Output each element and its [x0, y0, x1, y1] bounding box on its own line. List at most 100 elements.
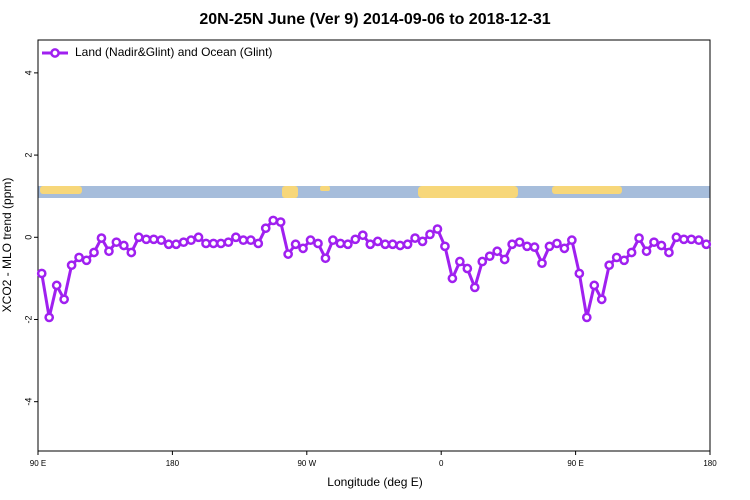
data-point [656, 240, 667, 251]
data-point [133, 232, 144, 243]
data-point [335, 238, 346, 249]
data-point [440, 241, 450, 252]
legend-marker [50, 48, 60, 58]
data-point [701, 239, 712, 250]
data-point [641, 246, 652, 257]
data-point [89, 247, 99, 258]
data-point [596, 294, 607, 305]
x-tick-label: 180 [166, 459, 180, 468]
data-point [499, 254, 510, 265]
x-tick-label: 90 E [567, 459, 583, 468]
y-tick-label: -2 [23, 315, 33, 323]
y-tick-label: -4 [23, 398, 33, 406]
data-point [581, 312, 592, 323]
data-point [589, 280, 600, 291]
data-point [372, 236, 383, 247]
land [40, 186, 82, 194]
data-point [649, 237, 659, 248]
x-tick-label: 90 W [297, 459, 316, 468]
data-point [260, 223, 271, 234]
y-tick-label: 4 [23, 70, 33, 75]
data-point [679, 234, 689, 245]
data-point [522, 241, 532, 252]
data-point [275, 217, 286, 227]
data-point [104, 246, 114, 257]
data-point [686, 234, 697, 245]
data-point [469, 282, 480, 293]
map-strip [38, 186, 710, 198]
data-point [186, 235, 196, 246]
data-point [208, 238, 219, 249]
data-point [462, 263, 473, 274]
data-point [477, 256, 488, 267]
data-point [693, 235, 704, 246]
data-point [514, 237, 525, 248]
data-point [156, 235, 167, 246]
data-point [604, 260, 615, 271]
data-point [402, 239, 413, 250]
data-point [559, 243, 570, 254]
data-point [619, 255, 629, 266]
data-point [126, 247, 137, 258]
data-point [343, 239, 353, 250]
data-point [320, 253, 331, 264]
data-point [223, 237, 234, 248]
data-point [59, 294, 69, 305]
x-tick-label: 90 E [30, 459, 46, 468]
data-point [395, 240, 405, 251]
y-tick-label: 2 [23, 153, 33, 158]
data-point [432, 224, 443, 234]
data-point [305, 235, 316, 246]
data-point [148, 234, 159, 245]
data-point [216, 238, 226, 249]
x-tick-label: 180 [703, 459, 717, 468]
data-point [671, 232, 682, 243]
data-point [253, 238, 264, 249]
data-point [283, 249, 293, 259]
data-point [36, 268, 47, 279]
data-point [74, 252, 84, 263]
data-point [484, 251, 495, 262]
data-point [425, 229, 435, 240]
land [552, 186, 622, 194]
land [418, 186, 518, 198]
data-point [119, 240, 129, 251]
data-point [357, 230, 368, 241]
y-axis-label: XCO2 - MLO trend (ppm) [0, 178, 14, 313]
data-point [447, 273, 458, 284]
data-point [544, 241, 555, 252]
ocean [38, 186, 710, 198]
y-tick-label: 0 [23, 235, 33, 240]
data-point [634, 233, 644, 243]
x-tick-label: 0 [439, 459, 444, 468]
land [320, 186, 330, 191]
data-point [611, 252, 622, 263]
data-point [51, 280, 62, 291]
data-point [529, 242, 540, 252]
data-point [141, 234, 152, 245]
data-point [268, 215, 279, 226]
data-point [574, 268, 585, 279]
data-point [328, 235, 338, 246]
data-point [664, 247, 674, 258]
data-point [171, 239, 181, 250]
data-point [298, 243, 308, 254]
data-point [201, 238, 211, 249]
data-point [380, 239, 391, 250]
data-point [410, 233, 420, 243]
data-point [238, 235, 249, 246]
data-point [537, 258, 547, 269]
data-point [387, 239, 398, 250]
data-point [567, 235, 577, 246]
data-point [350, 234, 361, 245]
data-point [111, 237, 122, 248]
data-point [455, 256, 465, 267]
data-point [626, 247, 637, 258]
data-point [66, 260, 77, 271]
data-point [245, 235, 256, 246]
data-point [81, 255, 92, 266]
data-point [193, 232, 204, 243]
data-point [231, 232, 241, 243]
